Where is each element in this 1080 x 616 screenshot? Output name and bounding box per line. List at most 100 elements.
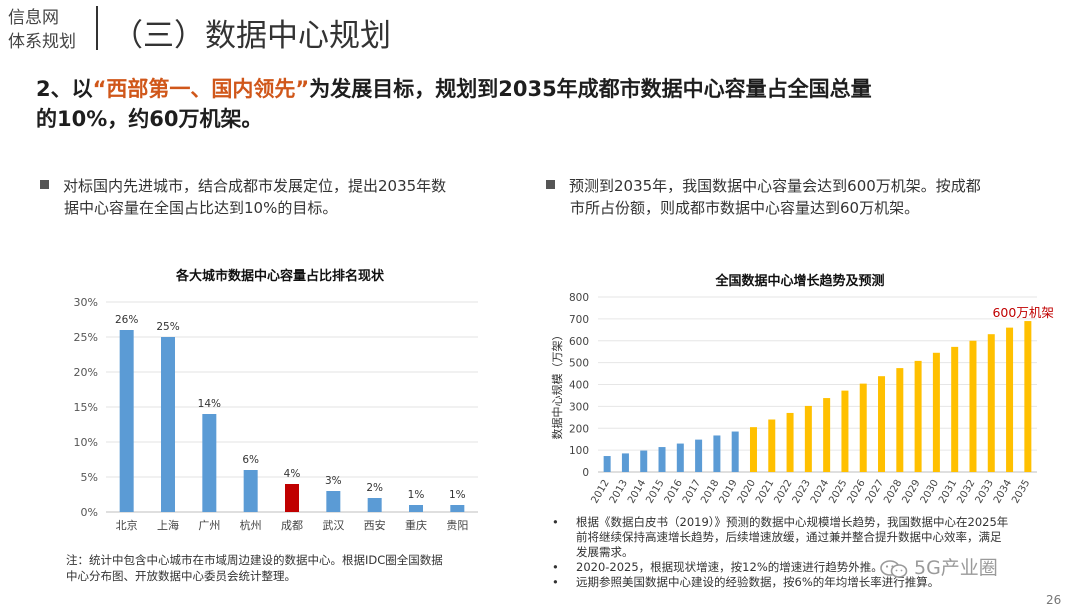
- x-tick-label: 杭州: [240, 518, 262, 532]
- city-chart-title: 各大城市数据中心容量占比排名现状: [175, 269, 384, 284]
- city-chart-note-line2: 中心分布图、开放数据中心委员会统计整理。: [66, 569, 296, 583]
- bar: [409, 505, 423, 512]
- headline-prefix: 2、以: [36, 77, 93, 101]
- bar: [713, 435, 721, 472]
- bar: [768, 419, 776, 472]
- bar: [1024, 321, 1032, 472]
- watermark-text: 5G产业圈: [914, 557, 998, 579]
- x-tick-label: 北京: [116, 518, 138, 532]
- bar: [640, 450, 648, 472]
- trend-note-3: • 远期参照美国数据中心建设的经验数据，按6%的年均增长率进行推算。: [552, 575, 1052, 590]
- y-tick-label: 5%: [81, 471, 98, 484]
- bullet-left-line1: 对标国内先进城市，结合成都市发展定位，提出2035年数: [63, 177, 447, 195]
- trend-note-bullet: •: [552, 560, 559, 574]
- bar: [202, 414, 217, 512]
- bar: [326, 491, 341, 512]
- bullet-left: 对标国内先进城市，结合成都市发展定位，提出2035年数 据中心容量在全国占比达到…: [40, 175, 510, 219]
- data-label: 4%: [284, 468, 301, 480]
- wechat-icon: [880, 559, 908, 578]
- y-tick-label: 25%: [74, 331, 98, 344]
- bar: [731, 431, 739, 472]
- page-title: （三）数据中心规划: [112, 18, 391, 54]
- callout-label: 600万机架: [992, 305, 1053, 320]
- bar: [969, 340, 977, 472]
- bullet-right-line2: 市所占份额，则成都市数据中心容量达到60万机架。: [570, 199, 920, 217]
- y-tick-label: 200: [569, 423, 589, 435]
- y-tick-label: 20%: [74, 366, 98, 379]
- bullet-right-line1: 预测到2035年，我国数据中心容量会达到600万机架。按成都: [569, 177, 981, 195]
- bar: [119, 330, 134, 512]
- trend-note-2: • 2020-2025，根据现状增速，按12%的增速进行趋势外推。: [552, 560, 1052, 575]
- bar: [951, 346, 959, 472]
- trend-note-1: • 根据《数据白皮书（2019）》预测的数据中心规模增长趋势，我国数据中心在20…: [552, 515, 1052, 560]
- y-axis-label: 数据中心规模（万架）: [550, 330, 564, 440]
- x-tick-label: 广州: [198, 519, 220, 532]
- data-label: 25%: [156, 321, 179, 333]
- city-share-chart: 0% 5% 10% 15% 20% 25% 30% 26% 北京 25% 上海 14% 广州 6% 杭州 4%…: [74, 296, 478, 532]
- page-number: 26: [1046, 593, 1062, 607]
- trend-note-bullet: •: [552, 515, 559, 529]
- bar: [896, 368, 904, 472]
- y-tick-label: 700: [569, 314, 589, 326]
- x-tick-label: 西安: [364, 518, 386, 532]
- bullet-square-icon: [40, 180, 49, 189]
- data-label: 1%: [408, 489, 425, 501]
- bar: [878, 376, 886, 472]
- headline-middle: 为发展目标，: [309, 77, 436, 101]
- bar: [243, 470, 258, 512]
- bar: [161, 337, 175, 512]
- bar: [841, 390, 849, 472]
- bullet-left-line2: 据中心容量在全国占比达到10%的目标。: [64, 199, 338, 217]
- y-tick-label: 400: [569, 380, 589, 392]
- bar: [987, 334, 995, 472]
- city-chart-note: 注：统计中包含中心城市在市域周边建设的数据中心。根据IDC圈全国数据 中心分布图…: [66, 552, 506, 584]
- section-label-line2: 体系规划: [8, 32, 76, 52]
- y-tick-label: 800: [569, 292, 589, 304]
- bar: [367, 498, 382, 512]
- data-label: 6%: [242, 454, 259, 466]
- headline-rest-line2: 的10%，约60万机架。: [36, 107, 263, 131]
- section-label: 信息网 体系规划: [8, 6, 76, 54]
- bar: [621, 453, 629, 472]
- y-tick-label: 30%: [74, 296, 98, 309]
- headline-highlight: “西部第一、国内领先”: [92, 77, 310, 101]
- bar: [695, 439, 703, 472]
- bullet-square-icon: [546, 180, 555, 189]
- bullet-right: 预测到2035年，我国数据中心容量会达到600万机架。按成都 市所占份额，则成都…: [546, 175, 1046, 219]
- x-tick-label: 2035: [1010, 478, 1032, 506]
- data-label: 3%: [325, 475, 342, 487]
- bar: [932, 352, 940, 472]
- bar: [914, 360, 922, 472]
- y-tick-label: 300: [569, 401, 589, 413]
- trend-note-1-line1: 根据《数据白皮书（2019）》预测的数据中心规模增长趋势，我国数据中心在2025…: [576, 515, 1009, 529]
- x-tick-label: 重庆: [405, 518, 427, 532]
- bar: [823, 398, 831, 472]
- trend-notes: • 根据《数据白皮书（2019）》预测的数据中心规模增长趋势，我国数据中心在20…: [552, 515, 1052, 590]
- data-label: 14%: [198, 398, 221, 410]
- national-trend-chart: 0100200300400500600700800数据中心规模（万架）20122…: [550, 292, 1054, 506]
- section-label-line1: 信息网: [8, 8, 59, 28]
- watermark: 5G产业圈: [880, 553, 998, 580]
- data-label: 2%: [366, 482, 383, 494]
- city-chart-note-line1: 注：统计中包含中心城市在市域周边建设的数据中心。根据IDC圈全国数据: [66, 553, 443, 567]
- x-tick-label: 贵阳: [446, 519, 468, 532]
- x-tick-label: 武汉: [322, 519, 344, 532]
- trend-note-bullet: •: [552, 575, 559, 589]
- data-label: 26%: [115, 314, 138, 326]
- headline-rest-line1: 规划到2035年成都市数据中心容量占全国总量: [435, 77, 872, 101]
- bar: [603, 456, 611, 472]
- bar: [804, 405, 812, 472]
- trend-note-2-line1: 2020-2025，根据现状增速，按12%的增速进行趋势外推。: [576, 560, 883, 574]
- x-tick-label: 成都: [281, 519, 303, 532]
- y-tick-label: 600: [569, 336, 589, 348]
- trend-note-1-line3: 发展需求。: [576, 545, 634, 559]
- bar: [285, 484, 299, 512]
- x-tick-label: 上海: [157, 518, 179, 532]
- bar: [1006, 327, 1014, 472]
- bar: [658, 447, 666, 472]
- bar: [450, 505, 465, 512]
- header-divider: [96, 6, 98, 50]
- y-tick-label: 10%: [74, 436, 98, 449]
- trend-note-3-line1: 远期参照美国数据中心建设的经验数据，按6%的年均增长率进行推算。: [576, 575, 940, 589]
- y-tick-label: 500: [569, 358, 589, 370]
